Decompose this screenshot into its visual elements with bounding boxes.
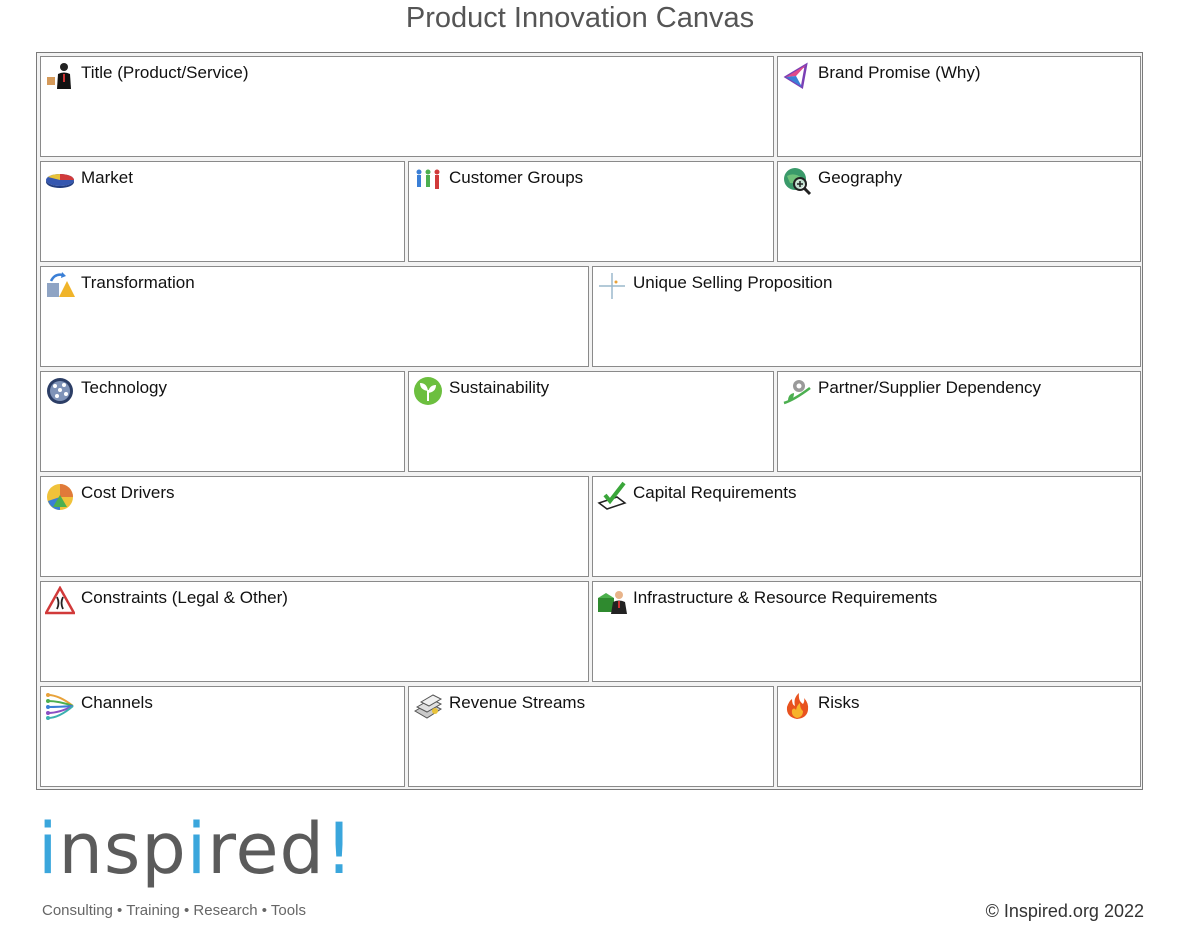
cell-partner[interactable]: Partner/Supplier Dependency bbox=[777, 371, 1141, 472]
cell-cost-drivers[interactable]: Cost Drivers bbox=[40, 476, 589, 577]
cell-customer-groups[interactable]: Customer Groups bbox=[408, 161, 774, 262]
logo-letter: e bbox=[235, 808, 280, 890]
cell-market-label: Market bbox=[81, 168, 133, 187]
logo-letter: s bbox=[103, 808, 142, 890]
cell-title[interactable]: Title (Product/Service) bbox=[40, 56, 774, 157]
cell-technology-label: Technology bbox=[81, 378, 168, 397]
page-title: Product Innovation Canvas bbox=[405, 2, 755, 34]
cell-infrastructure[interactable]: Infrastructure & Resource Requirements bbox=[592, 581, 1141, 682]
cell-risks-label: Risks bbox=[818, 693, 860, 712]
cell-infrastructure-label: Infrastructure & Resource Requirements bbox=[633, 588, 938, 607]
checkmark-icon bbox=[597, 481, 627, 511]
cell-brand-promise[interactable]: Brand Promise (Why) bbox=[777, 56, 1141, 157]
cell-cost-drivers-label: Cost Drivers bbox=[81, 483, 175, 502]
cell-transformation-label: Transformation bbox=[81, 273, 195, 292]
money-stack-icon bbox=[413, 691, 443, 721]
logo-letter: d bbox=[279, 808, 325, 890]
prism-icon bbox=[782, 61, 812, 91]
cell-constraints[interactable]: Constraints (Legal & Other) bbox=[40, 581, 589, 682]
cell-technology[interactable]: Technology bbox=[40, 371, 405, 472]
logo-letter: r bbox=[207, 808, 236, 890]
logo-word-text: inspired! bbox=[38, 808, 354, 890]
inspired-logo: inspired! Consulting • Training • Resear… bbox=[38, 814, 353, 924]
cell-constraints-label: Constraints (Legal & Other) bbox=[81, 588, 288, 607]
cell-capital[interactable]: Capital Requirements bbox=[592, 476, 1141, 577]
globe-magnifier-icon bbox=[782, 166, 812, 196]
cell-title-label: Title (Product/Service) bbox=[81, 63, 249, 82]
canvas-grid: Title (Product/Service) Brand Promise (W… bbox=[36, 52, 1143, 790]
crosshair-icon bbox=[597, 271, 627, 301]
businessman-icon bbox=[45, 61, 75, 91]
cell-channels[interactable]: Channels bbox=[40, 686, 405, 787]
cell-channels-label: Channels bbox=[81, 693, 153, 712]
cell-brand-promise-label: Brand Promise (Why) bbox=[818, 63, 981, 82]
copyright-text: © Inspired.org 2022 bbox=[985, 901, 1144, 921]
pie-rings-icon bbox=[45, 481, 75, 511]
cell-revenue-label: Revenue Streams bbox=[449, 693, 586, 712]
logo-letter: p bbox=[141, 808, 187, 890]
cell-geography-label: Geography bbox=[818, 168, 903, 187]
channels-lines-icon bbox=[45, 691, 75, 721]
cell-market[interactable]: Market bbox=[40, 161, 405, 262]
warning-sign-icon bbox=[45, 586, 75, 616]
logo-letter: i bbox=[186, 808, 208, 890]
cell-risks[interactable]: Risks bbox=[777, 686, 1141, 787]
people-icon bbox=[413, 166, 443, 196]
cell-transformation[interactable]: Transformation bbox=[40, 266, 589, 367]
cell-geography[interactable]: Geography bbox=[777, 161, 1141, 262]
cell-revenue[interactable]: Revenue Streams bbox=[408, 686, 774, 787]
cell-sustainability[interactable]: Sustainability bbox=[408, 371, 774, 472]
shapes-arrow-icon bbox=[45, 271, 75, 301]
logo-letter: n bbox=[58, 808, 104, 890]
cell-usp[interactable]: Unique Selling Proposition bbox=[592, 266, 1141, 367]
flame-icon bbox=[782, 691, 812, 721]
gear-plant-icon bbox=[782, 376, 812, 406]
network-globe-icon bbox=[45, 376, 75, 406]
person-box-icon bbox=[597, 586, 627, 616]
cell-usp-label: Unique Selling Proposition bbox=[633, 273, 833, 292]
cell-sustainability-label: Sustainability bbox=[449, 378, 550, 397]
cell-customer-groups-label: Customer Groups bbox=[449, 168, 584, 187]
cell-capital-label: Capital Requirements bbox=[633, 483, 797, 502]
logo-letter: ! bbox=[324, 808, 355, 890]
logo-wordmark: inspired! bbox=[38, 814, 354, 884]
pie-chart-icon bbox=[45, 166, 75, 196]
leaf-icon bbox=[413, 376, 443, 406]
cell-partner-label: Partner/Supplier Dependency bbox=[818, 378, 1042, 397]
logo-letter: i bbox=[38, 808, 59, 890]
logo-tagline: Consulting • Training • Research • Tools bbox=[42, 902, 306, 919]
